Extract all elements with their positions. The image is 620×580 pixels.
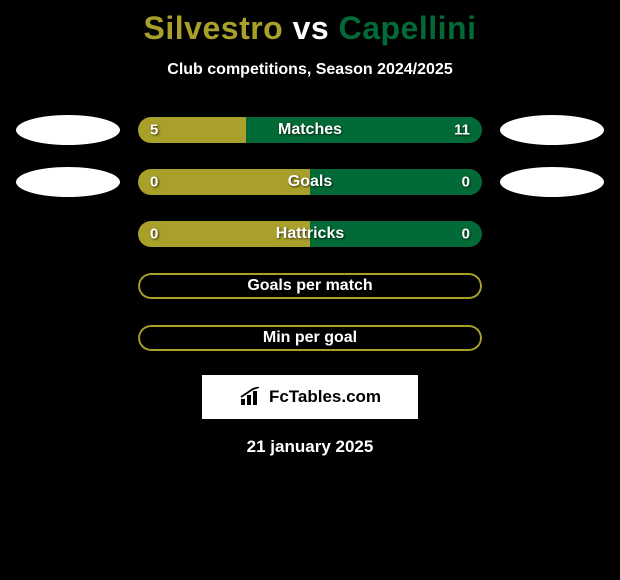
spacer	[500, 323, 604, 353]
stat-bar: Goals per match	[138, 273, 482, 299]
stat-bar: 0 0 Goals	[138, 169, 482, 195]
player2-badge	[500, 167, 604, 197]
stat-value-player1: 5	[150, 122, 158, 139]
stat-row: 5 11 Matches	[0, 115, 620, 145]
comparison-card: Silvestro vs Capellini Club competitions…	[0, 0, 620, 580]
stat-row: Min per goal	[0, 323, 620, 353]
stat-row: 0 0 Goals	[0, 167, 620, 197]
bar-chart-icon	[239, 387, 263, 407]
stat-value-player2: 11	[454, 122, 470, 139]
spacer	[16, 271, 120, 301]
stat-value-player2: 0	[462, 226, 470, 243]
stat-label: Min per goal	[263, 329, 357, 347]
stat-label: Matches	[278, 121, 342, 139]
stat-value-player2: 0	[462, 174, 470, 191]
stat-row: 0 0 Hattricks	[0, 219, 620, 249]
stat-bar: 0 0 Hattricks	[138, 221, 482, 247]
branding-text: FcTables.com	[269, 387, 381, 407]
stat-value-player1: 0	[150, 226, 158, 243]
player1-badge	[16, 115, 120, 145]
spacer	[500, 271, 604, 301]
card-date: 21 january 2025	[0, 437, 620, 457]
branding-badge: FcTables.com	[202, 375, 418, 419]
vs-text: vs	[293, 10, 330, 46]
spacer	[16, 323, 120, 353]
stat-row: Goals per match	[0, 271, 620, 301]
player1-badge	[16, 167, 120, 197]
stat-value-player1: 0	[150, 174, 158, 191]
player2-name: Capellini	[339, 10, 477, 46]
card-subtitle: Club competitions, Season 2024/2025	[0, 61, 620, 79]
bar-fill-player2	[310, 169, 482, 195]
stat-label: Goals per match	[247, 277, 372, 295]
stat-rows: 5 11 Matches 0 0 Goals 0 0 Hattricks Goals per ma…	[0, 115, 620, 353]
spacer	[16, 219, 120, 249]
spacer	[500, 219, 604, 249]
bar-fill-player1	[138, 169, 310, 195]
player2-badge	[500, 115, 604, 145]
player1-name: Silvestro	[144, 10, 284, 46]
stat-bar: Min per goal	[138, 325, 482, 351]
stat-bar: 5 11 Matches	[138, 117, 482, 143]
card-title: Silvestro vs Capellini	[0, 0, 620, 47]
stat-label: Hattricks	[276, 225, 344, 243]
stat-label: Goals	[288, 173, 332, 191]
